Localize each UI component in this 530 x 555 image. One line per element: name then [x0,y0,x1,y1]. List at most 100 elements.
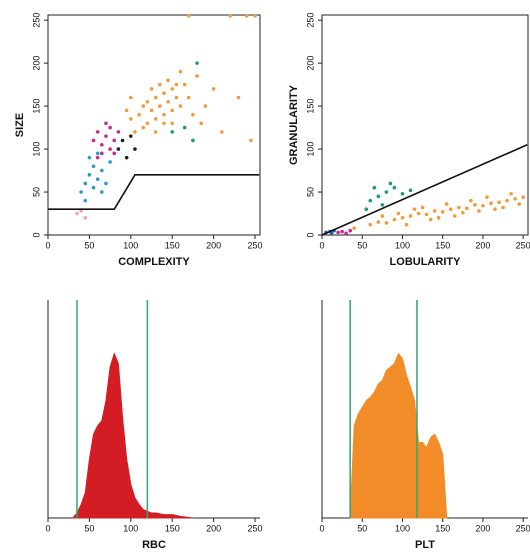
point [182,82,187,87]
point [104,134,108,138]
point [485,195,489,199]
point [162,112,166,117]
point [412,207,417,212]
point [141,104,146,108]
point [376,194,381,199]
point [436,216,441,220]
point [376,220,381,224]
point [368,198,373,203]
x-tick-label: 250 [248,523,263,533]
y-tick-label: 50 [31,187,41,197]
point [440,209,445,214]
y-tick-label: 250 [305,13,315,28]
point [497,200,501,205]
point [253,14,257,18]
point [400,216,405,220]
point [145,121,150,126]
x-tick-label: 50 [84,240,94,250]
point [408,214,413,218]
gate-line [321,144,528,236]
point [170,121,175,126]
point [100,190,104,194]
x-axis-label: PLT [415,539,435,551]
x-axis-label: RBC [142,539,166,551]
x-tick-label: 50 [84,523,94,533]
x-tick-label: 150 [435,240,450,250]
point [108,125,112,130]
point [352,226,356,230]
y-tick-label: 50 [305,187,315,197]
point [400,191,405,196]
point [408,188,413,193]
point [170,87,175,91]
point [199,121,204,126]
point [428,217,433,222]
histogram-area [349,352,448,519]
x-tick-label: 0 [319,523,324,533]
x-tick-label: 200 [475,240,490,250]
point [162,91,166,96]
point [91,185,96,190]
point [364,207,369,212]
y-tick-label: 100 [305,142,315,157]
point [91,138,96,143]
point [174,82,179,87]
point [236,95,241,100]
point [380,203,385,207]
plot-frame [47,14,261,236]
point [404,222,409,227]
point [228,14,232,18]
point [473,203,477,207]
y-tick-label: 100 [31,142,41,157]
point [444,202,449,206]
y-tick-label: 250 [31,13,41,28]
point [170,130,175,134]
point [137,112,141,117]
point [501,205,505,210]
point [133,130,137,134]
point [469,198,473,203]
y-axis-label: SIZE [14,113,26,137]
point [120,138,125,143]
point [100,151,104,156]
point [83,216,88,220]
x-tick-label: 100 [395,523,410,533]
point [116,147,121,151]
gate-line [48,174,260,211]
point [124,155,129,160]
point [83,198,88,203]
point [244,14,249,18]
point [416,211,421,216]
point [489,201,493,206]
point [104,121,108,126]
point [191,138,195,143]
point [380,214,385,218]
point [249,138,253,143]
x-tick-label: 100 [395,240,410,250]
point [79,209,83,213]
point [195,74,199,78]
point [95,151,100,156]
point [124,108,129,113]
x-tick-label: 250 [516,523,530,533]
point [112,151,117,156]
point [87,155,92,160]
x-tick-label: 150 [165,523,180,533]
point [452,214,457,218]
point [153,117,158,121]
point [133,147,137,151]
point [396,211,401,216]
point [157,82,162,87]
point [129,95,133,100]
point [517,202,521,206]
point [170,108,175,113]
x-tick-label: 0 [319,240,324,250]
point [392,217,397,222]
x-axis-label: COMPLEXITY [118,256,190,268]
point [384,221,389,225]
point [336,230,340,235]
point [157,104,162,108]
point [477,209,481,213]
point [348,228,352,233]
